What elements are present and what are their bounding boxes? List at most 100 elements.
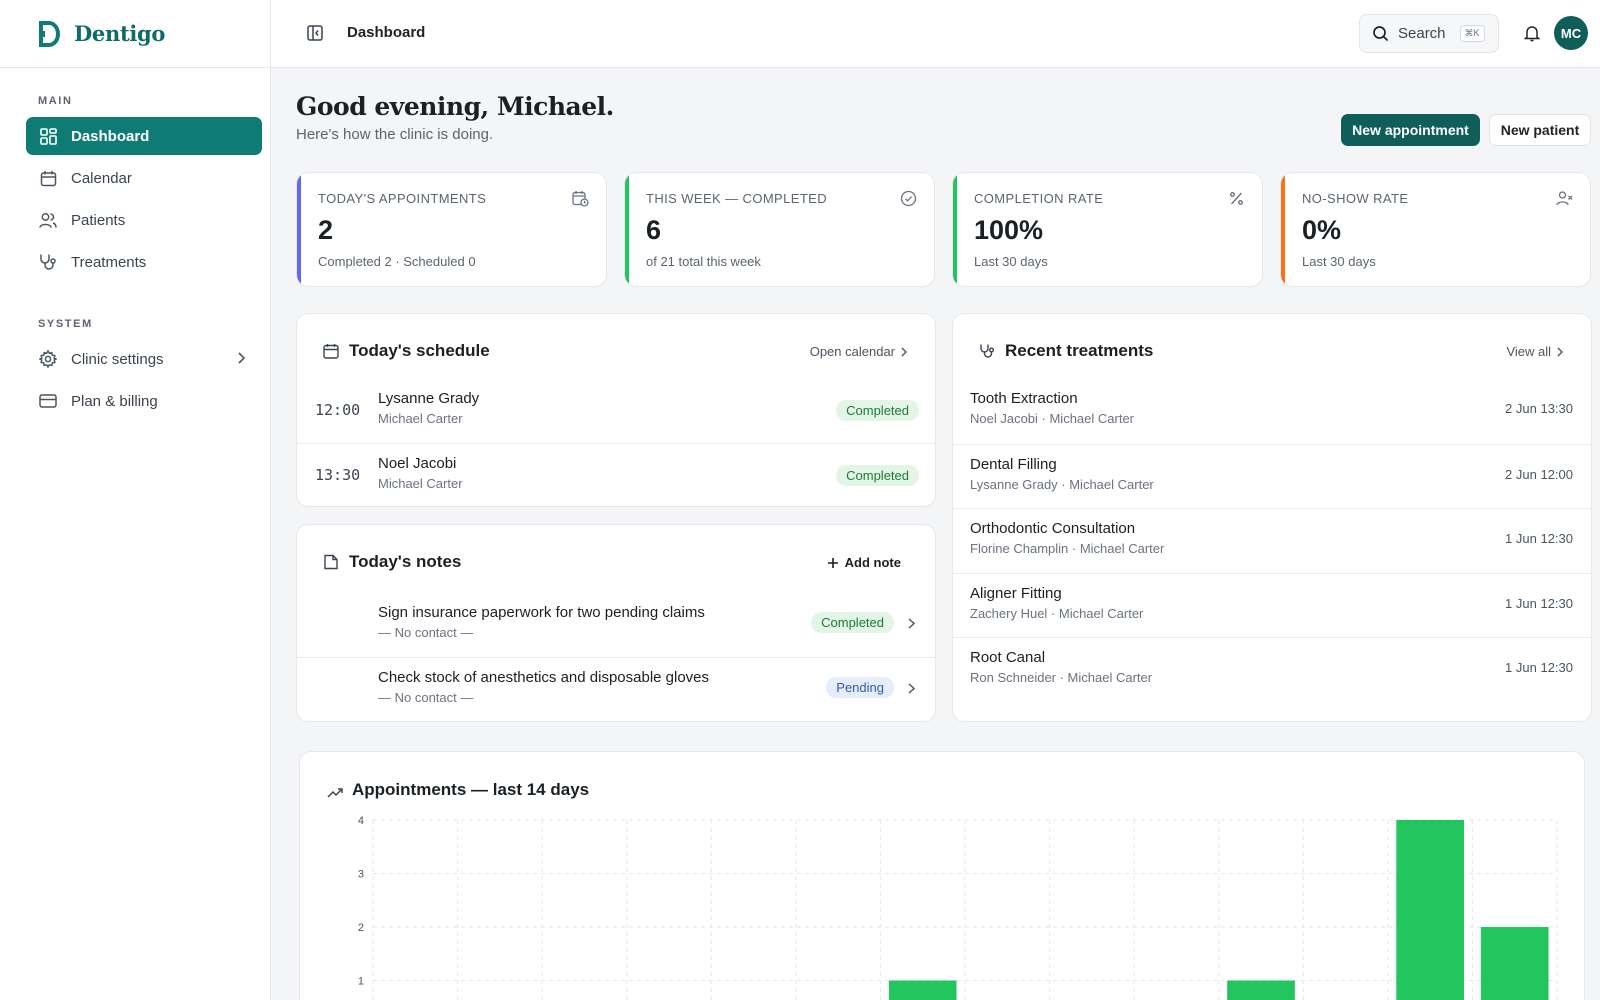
chevron-right-icon [238, 352, 246, 364]
chart-bar[interactable] [1227, 980, 1295, 1000]
credit-card-icon [39, 392, 57, 410]
sidebar-item-label: Calendar [71, 169, 132, 187]
sidebar-item-label: Patients [71, 211, 126, 229]
sidebar-item-clinic-settings[interactable]: Clinic settings [26, 340, 262, 378]
status-badge: Completed [811, 612, 894, 633]
sidebar-item-patients[interactable]: Patients [26, 201, 262, 239]
stat-card-todays-appointments: TODAY'S APPOINTMENTS 2 Completed 2 · Sch… [296, 172, 607, 287]
link-label: View all [1506, 344, 1551, 359]
new-patient-button[interactable]: New patient [1489, 114, 1591, 146]
sidebar-item-label: Clinic settings [71, 350, 164, 368]
sidebar-item-label: Treatments [71, 253, 147, 271]
treatment-date: 1 Jun 12:30 [1505, 660, 1573, 675]
add-note-button[interactable]: Add note [827, 555, 901, 570]
chart-bar[interactable] [888, 980, 957, 1000]
sidebar-toggle-icon[interactable] [306, 24, 324, 42]
treatment-name: Aligner Fitting [970, 584, 1062, 602]
sidebar: Dentigo MAIN Dashboard Calendar Patients… [0, 0, 271, 1000]
treatment-date: 1 Jun 12:30 [1505, 595, 1573, 611]
panel-title: Today's schedule [349, 341, 490, 360]
stat-label: NO-SHOW RATE [1302, 191, 1409, 206]
treatment-name: Tooth Extraction [970, 390, 1078, 407]
nav-section-system: SYSTEM [38, 318, 93, 330]
treatment-row[interactable]: Aligner Fitting Zachery Huel · Michael Ca… [953, 572, 1591, 637]
stat-value: 2 [318, 215, 334, 245]
sidebar-item-plan-billing[interactable]: Plan & billing [26, 382, 262, 420]
panel-header: Today's schedule Open calendar [297, 314, 935, 384]
sidebar-item-dashboard[interactable]: Dashboard [26, 117, 262, 155]
stat-accent-bar [297, 173, 301, 286]
view-all-link[interactable]: View all [1506, 344, 1563, 359]
chart-bar[interactable] [1396, 820, 1464, 1000]
treatment-people: Zachery Huel · Michael Carter [970, 605, 1144, 621]
stat-label: COMPLETION RATE [974, 191, 1104, 206]
treatment-name: Dental Filling [970, 455, 1057, 473]
note-row[interactable]: Sign insurance paperwork for two pending… [297, 593, 935, 657]
treatment-people: Ron Schneider · Michael Carter [970, 670, 1153, 685]
stat-accent-bar [953, 173, 957, 286]
brand-name: Dentigo [74, 21, 166, 46]
open-calendar-link[interactable]: Open calendar [810, 344, 907, 359]
users-icon [39, 211, 57, 229]
gear-icon [39, 350, 57, 368]
add-note-label: Add note [844, 555, 901, 570]
note-contact: — No contact — [378, 690, 474, 705]
patient-name: Lysanne Grady [378, 390, 480, 407]
stethoscope-icon [980, 344, 994, 358]
stat-card-completion-rate: COMPLETION RATE 100% Last 30 days [952, 172, 1263, 287]
stethoscope-icon [39, 253, 57, 271]
treatment-people: Lysanne Grady · Michael Carter [970, 476, 1154, 492]
schedule-row[interactable]: 12:00 Lysanne Grady Michael Carter Compl… [297, 379, 935, 443]
percent-icon [1230, 192, 1243, 205]
chevron-right-icon [901, 347, 907, 356]
treatment-row[interactable]: Tooth Extraction Noel Jacobi · Michael Ca… [953, 379, 1591, 443]
panel-header: Today's notes Add note [297, 525, 935, 595]
stat-sub: Completed 2 · Scheduled 0 [318, 254, 476, 269]
appointment-time: 12:00 [315, 401, 361, 419]
bell-icon[interactable] [1523, 24, 1541, 42]
search-button[interactable]: Search ⌘K [1359, 14, 1499, 53]
chart-bar[interactable] [1480, 927, 1549, 1000]
note-text: Sign insurance paperwork for two pending… [378, 604, 705, 621]
panel-title: Recent treatments [1005, 341, 1154, 360]
stat-value: 0% [1302, 215, 1342, 245]
stat-label: TODAY'S APPOINTMENTS [318, 191, 487, 206]
treatment-people: Florine Champlin · Michael Carter [970, 541, 1165, 556]
appointment-time: 13:30 [315, 466, 361, 484]
brand[interactable]: Dentigo [0, 0, 271, 68]
search-icon [1373, 26, 1389, 42]
treatment-date: 1 Jun 12:30 [1505, 531, 1573, 546]
stat-sub: of 21 total this week [646, 254, 761, 269]
treatment-name: Orthodontic Consultation [970, 520, 1136, 537]
chevron-right-icon [1557, 347, 1563, 356]
sidebar-item-calendar[interactable]: Calendar [26, 159, 262, 197]
plus-icon [827, 557, 838, 568]
stat-card-no-show-rate: NO-SHOW RATE 0% Last 30 days [1280, 172, 1591, 287]
schedule-row[interactable]: 13:30 Noel Jacobi Michael Carter Complet… [297, 443, 935, 506]
status-badge: Completed [836, 400, 919, 421]
topbar: Dashboard Search ⌘K MC [271, 0, 1600, 68]
note-contact: — No contact — [378, 625, 474, 640]
chart-title: Appointments — last 14 days [352, 780, 590, 799]
link-label: Open calendar [809, 344, 895, 359]
calendar-icon [323, 344, 339, 359]
treatment-row[interactable]: Dental Filling Lysanne Grady · Michael Ca… [953, 443, 1591, 508]
chevron-right-icon [908, 618, 915, 629]
treatment-name: Root Canal [970, 649, 1046, 666]
avatar[interactable]: MC [1554, 16, 1588, 50]
page-title: Good evening, Michael. [296, 92, 614, 121]
sidebar-item-label: Plan & billing [71, 392, 158, 410]
sidebar-item-label: Dashboard [71, 127, 150, 145]
calendar-clock-icon [572, 191, 589, 207]
sidebar-item-treatments[interactable]: Treatments [26, 243, 262, 281]
calendar-icon [39, 169, 57, 187]
doctor-name: Michael Carter [378, 411, 463, 426]
note-text: Check stock of anesthetics and disposabl… [378, 669, 710, 686]
appointments-bar-chart: 4 3 2 1 [358, 815, 1558, 1000]
treatment-row[interactable]: Orthodontic Consultation Florine Champlin… [953, 508, 1591, 572]
treatment-row[interactable]: Root Canal Ron Schneider · Michael Carter… [953, 637, 1591, 701]
new-appointment-button[interactable]: New appointment [1341, 114, 1480, 146]
note-row[interactable]: Check stock of anesthetics and disposabl… [297, 657, 935, 721]
trending-up-icon [327, 788, 343, 798]
stat-label: THIS WEEK — COMPLETED [646, 191, 828, 206]
